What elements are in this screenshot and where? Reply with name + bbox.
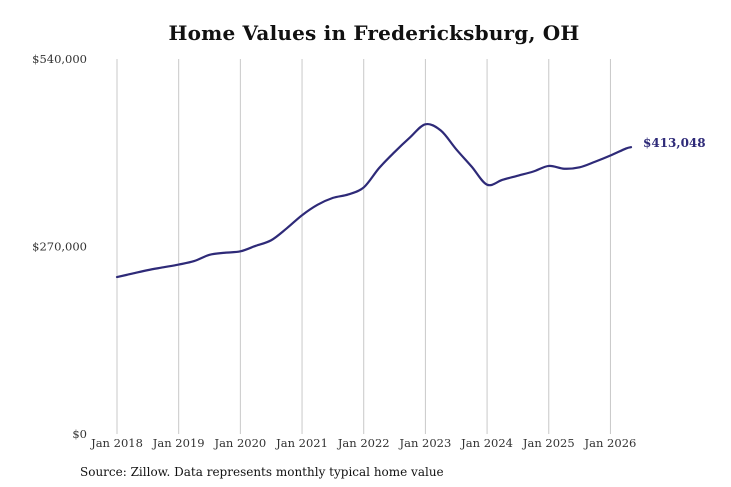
gridlines <box>116 59 611 434</box>
chart-title: Home Values in Fredericksburg, OH <box>168 21 580 45</box>
x-tick-label: Jan 2018 <box>90 436 143 450</box>
series-line <box>115 122 633 279</box>
y-tick-label: $270,000 <box>32 240 87 254</box>
x-tick-label: Jan 2022 <box>337 436 390 450</box>
end-value-label: $413,048 <box>643 136 706 150</box>
source-note: Source: Zillow. Data represents monthly … <box>80 465 444 479</box>
annotation-layer: $413,048 <box>643 136 706 150</box>
x-tick-label: Jan 2019 <box>152 436 205 450</box>
y-tick-label: $0 <box>72 427 87 441</box>
x-tick-label: Jan 2020 <box>213 436 266 450</box>
x-tick-label: Jan 2025 <box>522 436 575 450</box>
x-tick-label: Jan 2023 <box>399 436 452 450</box>
x-tick-label: Jan 2026 <box>584 436 637 450</box>
x-axis-ticks: Jan 2018 Jan 2019 Jan 2020 Jan 2021 Jan 2022… <box>90 436 636 450</box>
x-tick-label: Jan 2024 <box>460 436 513 450</box>
y-tick-label: $540,000 <box>32 52 87 66</box>
x-tick-label: Jan 2021 <box>275 436 328 450</box>
series-layer <box>115 122 633 279</box>
y-axis-ticks: $0 $270,000 $540,000 <box>32 52 87 441</box>
